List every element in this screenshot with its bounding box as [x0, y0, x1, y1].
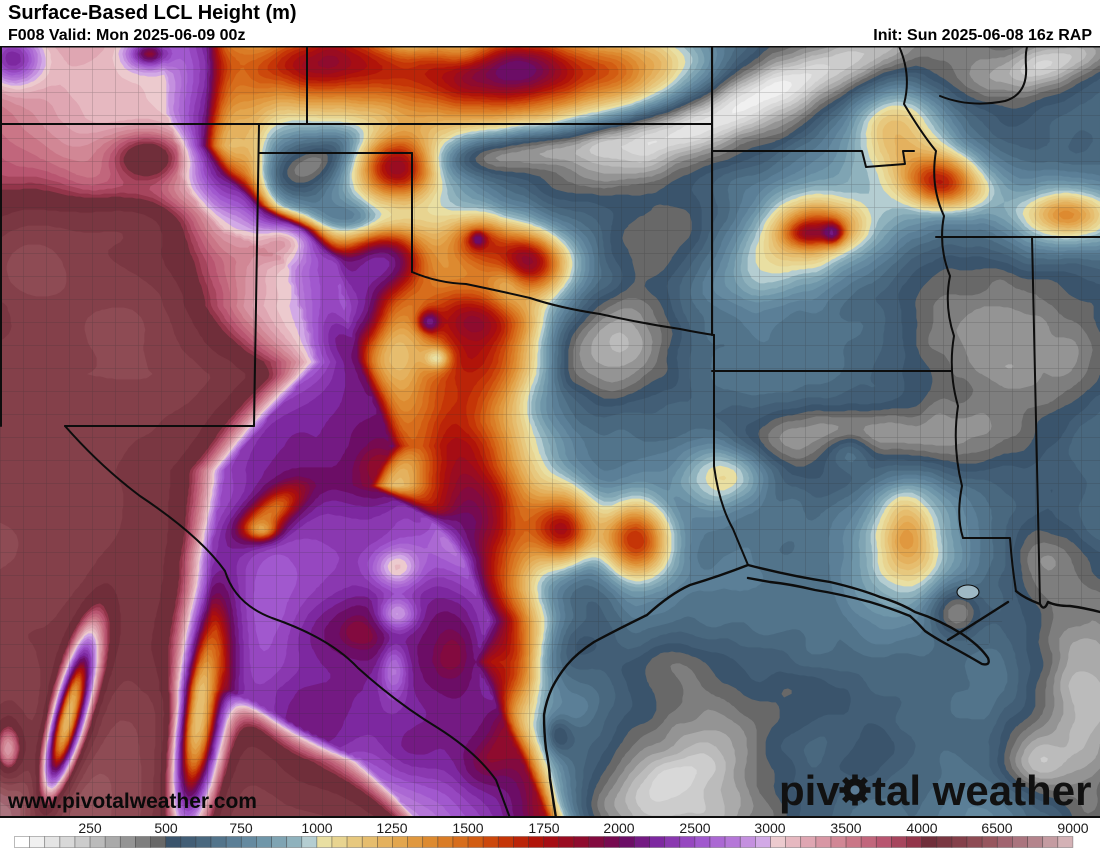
svg-text:piv: piv — [779, 767, 840, 814]
svg-text:tal weather: tal weather — [872, 767, 1091, 814]
